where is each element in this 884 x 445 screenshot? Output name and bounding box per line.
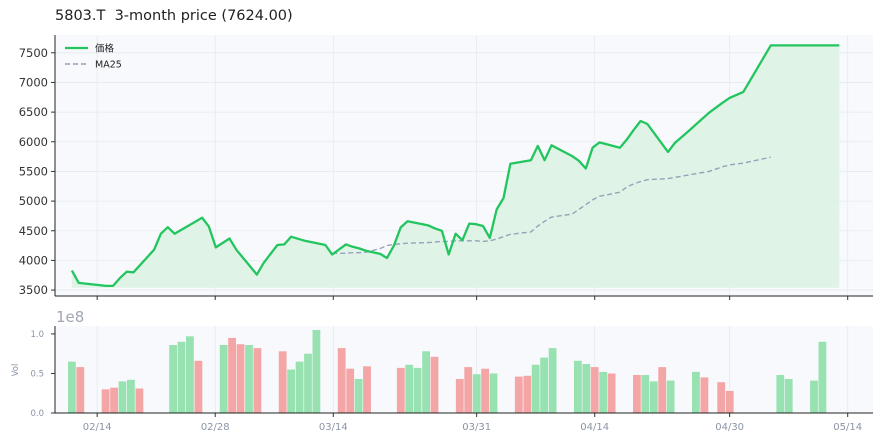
price-panel: 3500 4000 4500 5000 5500 6000 6500 7000 7500 価格 MA…	[19, 35, 873, 300]
volume-bar	[574, 360, 582, 413]
volume-bar	[658, 367, 667, 413]
volume-bar	[607, 373, 616, 413]
volume-bar	[219, 345, 228, 413]
volume-bar	[337, 348, 346, 413]
price-y-tick-label: 4500	[19, 224, 48, 238]
volume-y-tick-label: 1.0	[30, 330, 44, 340]
chart-title: 5803.T 3-month price (7624.00)	[55, 8, 293, 24]
volume-bar	[540, 357, 548, 413]
price-y-tick-label: 3500	[19, 283, 48, 297]
volume-bar	[169, 345, 177, 413]
volume-bar	[194, 360, 203, 413]
volume-bar	[186, 336, 194, 413]
legend-price-label: 価格	[95, 43, 115, 55]
volume-bar	[430, 356, 439, 413]
volume-bar	[633, 375, 641, 413]
date-tick-label: 03/14	[319, 422, 348, 433]
volume-bar	[666, 380, 675, 413]
price-area-fill	[71, 45, 840, 288]
price-y-tick-label: 7000	[19, 75, 48, 89]
volume-bar	[818, 341, 827, 413]
volume-bar	[363, 366, 371, 413]
volume-bar	[599, 371, 608, 413]
volume-exponent-label: 1e8	[56, 308, 84, 326]
volume-bar	[177, 341, 186, 413]
date-tick-label: 05/14	[833, 422, 862, 433]
price-y-tick-label: 4000	[19, 253, 48, 267]
volume-bar	[717, 382, 726, 413]
volume-bar	[76, 367, 85, 413]
price-y-tick-label: 5000	[19, 194, 48, 208]
volume-bar	[784, 379, 793, 413]
volume-bar	[641, 375, 650, 413]
volume-bar	[245, 345, 253, 413]
legend: 価格 MA25	[65, 43, 122, 71]
price-y-tick-label: 6500	[19, 105, 48, 119]
date-tick-label: 02/28	[201, 422, 230, 433]
volume-bar	[396, 367, 405, 413]
volume-bar	[472, 374, 481, 413]
volume-bar	[548, 348, 557, 413]
volume-bar	[101, 389, 110, 413]
date-tick-label: 04/30	[715, 422, 744, 433]
volume-bar	[481, 368, 489, 413]
volume-bar	[287, 369, 295, 413]
volume-bar	[590, 367, 599, 413]
volume-bar	[489, 373, 498, 413]
volume-bar	[127, 379, 135, 413]
volume-bar	[304, 353, 312, 413]
volume-bar	[692, 371, 700, 413]
volume-bar	[514, 376, 523, 413]
price-line	[70, 44, 840, 288]
volume-bar	[776, 375, 785, 413]
date-tick-label: 02/14	[83, 422, 112, 433]
volume-bar	[253, 348, 262, 413]
legend-ma25-label: MA25	[95, 60, 122, 71]
volume-bar	[464, 367, 473, 413]
volume-bar	[582, 364, 591, 413]
date-tick-label: 04/14	[580, 422, 609, 433]
volume-bar	[236, 344, 245, 413]
volume-y-tick-label: 0.0	[30, 409, 44, 419]
volume-bar	[354, 379, 363, 413]
volume-bar	[118, 381, 127, 413]
volume-bar	[68, 361, 76, 413]
volume-bar	[228, 337, 236, 413]
volume-bar	[405, 364, 414, 413]
volume-bar	[810, 380, 818, 413]
volume-bar	[278, 351, 287, 413]
volume-bar	[531, 364, 540, 413]
volume-bar	[295, 361, 304, 413]
volume-panel: 02/14 02/28 03/14 03/31 04/14 04/30 05/14 0.0 0.…	[11, 308, 873, 433]
volume-bar	[523, 375, 532, 413]
ma25-line	[332, 156, 771, 254]
date-tick-label: 03/31	[462, 422, 491, 433]
volume-bar	[110, 387, 118, 413]
volume-bar	[312, 330, 321, 413]
price-y-tick-label: 6000	[19, 135, 48, 149]
volume-bar	[649, 381, 658, 413]
volume-bar	[135, 388, 144, 413]
volume-bar	[725, 390, 734, 413]
volume-axis-label: Vol	[11, 364, 21, 377]
price-y-tick-label: 7500	[19, 46, 48, 60]
volume-y-tick-label: 0.5	[30, 369, 44, 379]
price-y-tick-label: 5500	[19, 164, 48, 178]
volume-bar	[422, 351, 430, 413]
volume-bar	[700, 377, 709, 413]
volume-bar	[346, 368, 355, 413]
volume-bar	[413, 367, 422, 413]
volume-bar	[455, 379, 464, 413]
